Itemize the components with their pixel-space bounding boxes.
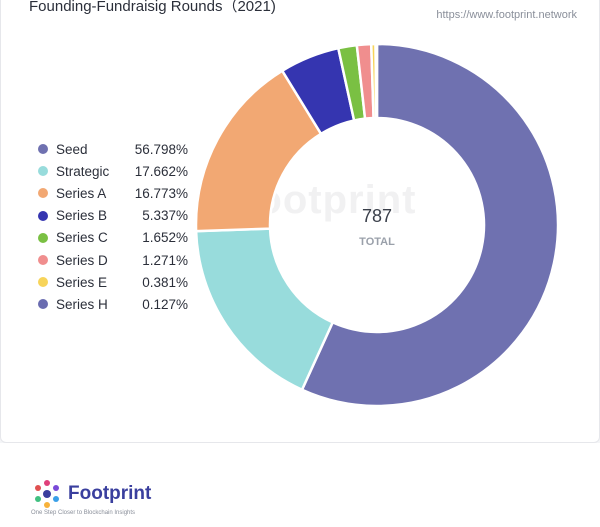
chart-legend: Seed 56.798% Strategic 17.662% Series A 16.77… — [38, 138, 188, 316]
legend-dot — [38, 144, 48, 155]
legend-value: 0.381% — [142, 274, 188, 290]
legend-label: Series A — [56, 185, 107, 201]
brand-name: Footprint — [68, 483, 152, 504]
legend-item-seed[interactable]: Seed 56.798% — [38, 138, 188, 160]
legend-dot — [38, 277, 48, 288]
legend-value: 17.662% — [134, 163, 188, 179]
legend-item-series-b[interactable]: Series B 5.337% — [38, 205, 188, 227]
donut-chart: 787 TOTAL — [194, 42, 560, 408]
legend-value: 1.271% — [142, 252, 188, 268]
footprint-logo-icon — [35, 480, 59, 508]
legend-dot — [38, 166, 48, 177]
legend-dot — [38, 210, 48, 221]
legend-label: Series H — [56, 296, 108, 312]
legend-value: 16.773% — [134, 185, 188, 201]
legend-label: Strategic — [56, 163, 110, 179]
slice-strategic[interactable] — [194, 227, 335, 392]
legend-dot — [38, 255, 48, 266]
legend-label: Series E — [56, 274, 108, 290]
legend-value: 56.798% — [134, 141, 188, 157]
footer-brand[interactable]: Footprint — [32, 479, 151, 509]
legend-item-strategic[interactable]: Strategic 17.662% — [38, 160, 188, 182]
slice-series-h[interactable] — [374, 42, 379, 120]
legend-value: 0.127% — [142, 296, 188, 312]
center-total-label: TOTAL — [359, 236, 395, 248]
legend-label: Series B — [56, 208, 108, 224]
legend-item-series-c[interactable]: Series C 1.652% — [38, 227, 188, 249]
legend-dot — [38, 299, 48, 310]
source-link[interactable]: https://www.footprint.network — [436, 9, 577, 21]
donut-slices — [194, 42, 560, 408]
legend-label: Series C — [56, 230, 108, 246]
legend-item-series-d[interactable]: Series D 1.271% — [38, 249, 188, 271]
slice-seed[interactable] — [300, 42, 560, 408]
legend-item-series-a[interactable]: Series A 16.773% — [38, 182, 188, 204]
legend-dot — [38, 188, 48, 199]
legend-label: Seed — [56, 141, 88, 157]
center-total-value: 787 — [362, 206, 392, 226]
legend-item-series-e[interactable]: Series E 0.381% — [38, 271, 188, 293]
legend-item-series-h[interactable]: Series H 0.127% — [38, 293, 188, 315]
legend-dot — [38, 232, 48, 243]
legend-value: 1.652% — [142, 230, 188, 246]
chart-title: Founding-Fundraisig Rounds（2021) — [29, 0, 276, 15]
legend-value: 5.337% — [142, 208, 188, 224]
brand-tagline: One Step Closer to Blockchain Insights — [31, 510, 136, 516]
legend-label: Series D — [56, 252, 108, 268]
footer: Footprint One Step Closer to Blockchain … — [0, 443, 600, 527]
